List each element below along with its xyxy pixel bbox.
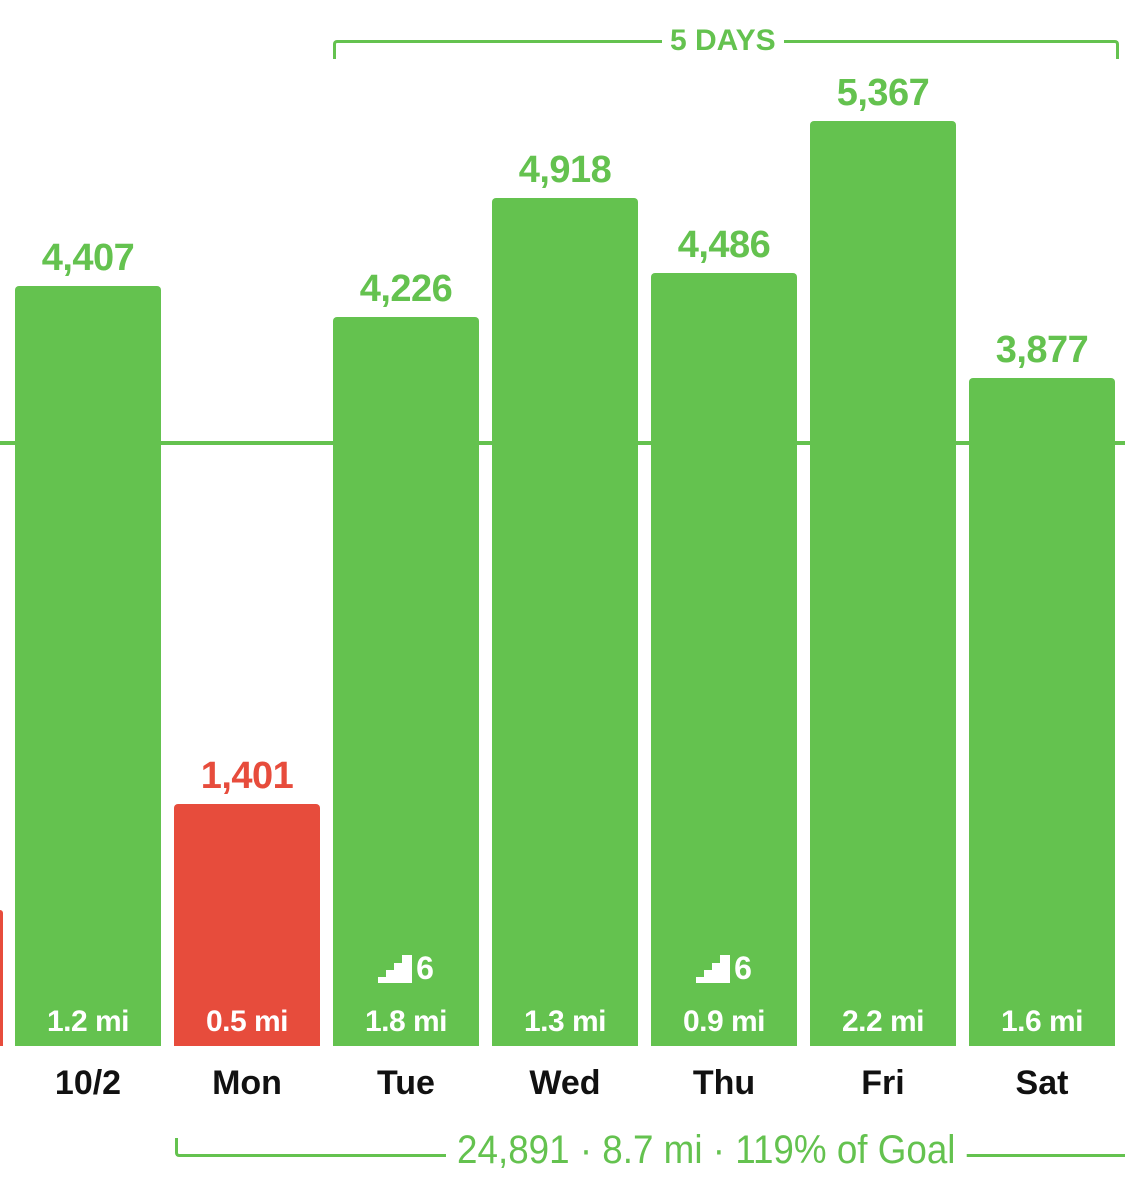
bar-tue[interactable] bbox=[333, 317, 479, 1046]
day-label: 10/2 bbox=[54, 1064, 122, 1102]
bar-mon[interactable] bbox=[174, 804, 320, 1046]
stairs-icon bbox=[696, 955, 731, 983]
bar-value-label: 4,226 bbox=[359, 268, 453, 311]
bar-10-2[interactable] bbox=[15, 286, 161, 1046]
bar-distance-label: 0.9 mi bbox=[682, 1005, 766, 1038]
floors-climbed: 6 bbox=[651, 950, 797, 986]
day-label: Wed bbox=[529, 1064, 601, 1102]
bar-value-label: 3,877 bbox=[995, 328, 1089, 371]
bar-distance-label: 0.5 mi bbox=[205, 1005, 289, 1038]
floors-count: 6 bbox=[416, 950, 434, 986]
bar-distance-label: 2.2 mi bbox=[841, 1005, 925, 1038]
weekly-summary: 24,891 · 8.7 mi · 119% of Goal bbox=[446, 1128, 967, 1173]
bar-sat[interactable] bbox=[969, 377, 1115, 1046]
bar-distance-label: 1.3 mi bbox=[523, 1005, 607, 1038]
day-label: Mon bbox=[212, 1064, 282, 1102]
floors-climbed: 6 bbox=[333, 950, 479, 986]
bar-value-label: 5,367 bbox=[836, 71, 930, 114]
day-label: Thu bbox=[692, 1064, 756, 1102]
bar-value-label: 4,407 bbox=[41, 237, 135, 280]
bar-value-label: 4,918 bbox=[518, 149, 612, 192]
streak-label: 5 DAYS bbox=[662, 24, 784, 58]
bar-value-label: 1,401 bbox=[200, 755, 294, 798]
day-label: Sat bbox=[1015, 1064, 1069, 1102]
partial-bar bbox=[0, 910, 3, 1046]
day-label: Tue bbox=[377, 1064, 435, 1102]
floors-count: 6 bbox=[734, 950, 752, 986]
bar-value-label: 4,486 bbox=[677, 223, 771, 266]
bar-fri[interactable] bbox=[810, 120, 956, 1046]
day-label: Fri bbox=[861, 1064, 905, 1102]
bar-thu[interactable] bbox=[651, 272, 797, 1046]
bar-distance-label: 1.2 mi bbox=[46, 1005, 130, 1038]
stairs-icon bbox=[378, 955, 413, 983]
bar-distance-label: 1.8 mi bbox=[364, 1005, 448, 1038]
bar-wed[interactable] bbox=[492, 198, 638, 1046]
bar-distance-label: 1.6 mi bbox=[1000, 1005, 1084, 1038]
